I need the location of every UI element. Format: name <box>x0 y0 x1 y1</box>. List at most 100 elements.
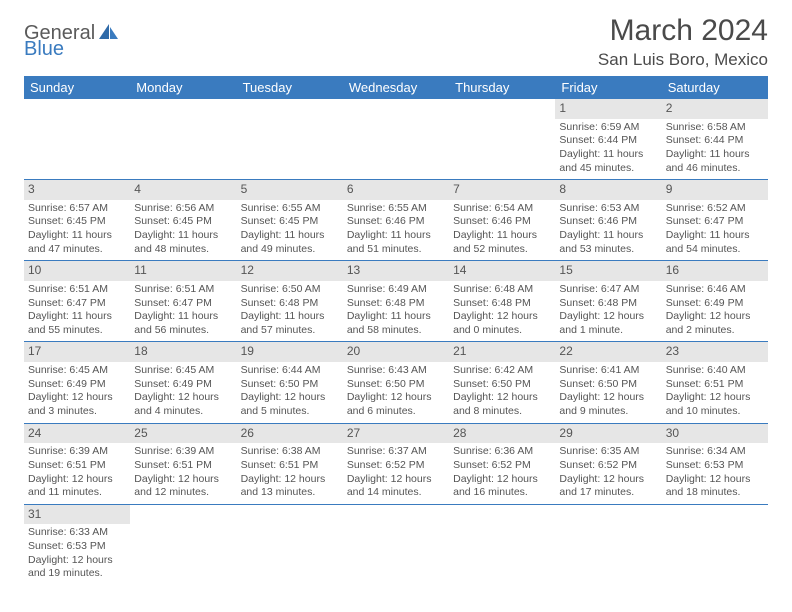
daylight-text: Daylight: 12 hours <box>453 473 551 487</box>
daylight-text: Daylight: 12 hours <box>241 391 339 405</box>
sunset-text: Sunset: 6:45 PM <box>134 215 232 229</box>
sunrise-text: Sunrise: 6:55 AM <box>347 202 445 216</box>
calendar-cell: 29Sunrise: 6:35 AMSunset: 6:52 PMDayligh… <box>555 423 661 504</box>
calendar-cell: 12Sunrise: 6:50 AMSunset: 6:48 PMDayligh… <box>237 261 343 342</box>
sunrise-text: Sunrise: 6:38 AM <box>241 445 339 459</box>
day-number: 23 <box>662 342 768 362</box>
daylight-text: and 19 minutes. <box>28 567 126 581</box>
sail-icon <box>98 23 120 41</box>
day-number: 20 <box>343 342 449 362</box>
calendar-cell <box>449 504 555 585</box>
daylight-text: and 49 minutes. <box>241 243 339 257</box>
month-title: March 2024 <box>598 14 768 48</box>
sunrise-text: Sunrise: 6:57 AM <box>28 202 126 216</box>
daylight-text: and 14 minutes. <box>347 486 445 500</box>
daylight-text: Daylight: 11 hours <box>28 310 126 324</box>
daylight-text: Daylight: 11 hours <box>347 310 445 324</box>
calendar-head: SundayMondayTuesdayWednesdayThursdayFrid… <box>24 76 768 99</box>
calendar-cell: 20Sunrise: 6:43 AMSunset: 6:50 PMDayligh… <box>343 342 449 423</box>
calendar-cell: 17Sunrise: 6:45 AMSunset: 6:49 PMDayligh… <box>24 342 130 423</box>
sunset-text: Sunset: 6:49 PM <box>666 297 764 311</box>
daylight-text: Daylight: 12 hours <box>666 310 764 324</box>
calendar-cell <box>237 504 343 585</box>
calendar-cell: 27Sunrise: 6:37 AMSunset: 6:52 PMDayligh… <box>343 423 449 504</box>
sunrise-text: Sunrise: 6:50 AM <box>241 283 339 297</box>
calendar-cell: 31Sunrise: 6:33 AMSunset: 6:53 PMDayligh… <box>24 504 130 585</box>
sunrise-text: Sunrise: 6:37 AM <box>347 445 445 459</box>
daylight-text: and 53 minutes. <box>559 243 657 257</box>
calendar-cell: 6Sunrise: 6:55 AMSunset: 6:46 PMDaylight… <box>343 180 449 261</box>
daylight-text: Daylight: 12 hours <box>453 391 551 405</box>
sunset-text: Sunset: 6:50 PM <box>241 378 339 392</box>
sunset-text: Sunset: 6:53 PM <box>28 540 126 554</box>
sunset-text: Sunset: 6:50 PM <box>347 378 445 392</box>
calendar-cell: 24Sunrise: 6:39 AMSunset: 6:51 PMDayligh… <box>24 423 130 504</box>
daylight-text: Daylight: 12 hours <box>241 473 339 487</box>
daylight-text: Daylight: 11 hours <box>347 229 445 243</box>
daylight-text: and 51 minutes. <box>347 243 445 257</box>
daylight-text: and 1 minute. <box>559 324 657 338</box>
daylight-text: and 45 minutes. <box>559 162 657 176</box>
daylight-text: Daylight: 11 hours <box>241 310 339 324</box>
sunrise-text: Sunrise: 6:46 AM <box>666 283 764 297</box>
day-number: 24 <box>24 424 130 444</box>
sunrise-text: Sunrise: 6:33 AM <box>28 526 126 540</box>
daylight-text: and 2 minutes. <box>666 324 764 338</box>
sunset-text: Sunset: 6:52 PM <box>347 459 445 473</box>
sunset-text: Sunset: 6:50 PM <box>453 378 551 392</box>
daylight-text: and 52 minutes. <box>453 243 551 257</box>
weekday-header: Thursday <box>449 76 555 99</box>
calendar-cell <box>130 99 236 180</box>
calendar-cell: 21Sunrise: 6:42 AMSunset: 6:50 PMDayligh… <box>449 342 555 423</box>
day-number: 31 <box>24 505 130 525</box>
weekday-header: Wednesday <box>343 76 449 99</box>
daylight-text: Daylight: 12 hours <box>559 473 657 487</box>
location: San Luis Boro, Mexico <box>598 50 768 70</box>
logo-text-blue: Blue <box>24 38 64 61</box>
sunset-text: Sunset: 6:45 PM <box>241 215 339 229</box>
sunrise-text: Sunrise: 6:51 AM <box>28 283 126 297</box>
daylight-text: and 5 minutes. <box>241 405 339 419</box>
calendar-cell: 7Sunrise: 6:54 AMSunset: 6:46 PMDaylight… <box>449 180 555 261</box>
calendar-cell <box>555 504 661 585</box>
sunrise-text: Sunrise: 6:48 AM <box>453 283 551 297</box>
sunrise-text: Sunrise: 6:41 AM <box>559 364 657 378</box>
calendar-cell: 8Sunrise: 6:53 AMSunset: 6:46 PMDaylight… <box>555 180 661 261</box>
daylight-text: and 10 minutes. <box>666 405 764 419</box>
daylight-text: Daylight: 11 hours <box>666 148 764 162</box>
sunrise-text: Sunrise: 6:49 AM <box>347 283 445 297</box>
sunrise-text: Sunrise: 6:36 AM <box>453 445 551 459</box>
daylight-text: and 47 minutes. <box>28 243 126 257</box>
daylight-text: Daylight: 11 hours <box>559 148 657 162</box>
calendar-table: SundayMondayTuesdayWednesdayThursdayFrid… <box>24 76 768 585</box>
calendar-cell: 5Sunrise: 6:55 AMSunset: 6:45 PMDaylight… <box>237 180 343 261</box>
calendar-row: 3Sunrise: 6:57 AMSunset: 6:45 PMDaylight… <box>24 180 768 261</box>
day-number: 15 <box>555 261 661 281</box>
calendar-cell: 23Sunrise: 6:40 AMSunset: 6:51 PMDayligh… <box>662 342 768 423</box>
day-number: 16 <box>662 261 768 281</box>
day-number: 2 <box>662 99 768 119</box>
sunset-text: Sunset: 6:51 PM <box>666 378 764 392</box>
calendar-row: 17Sunrise: 6:45 AMSunset: 6:49 PMDayligh… <box>24 342 768 423</box>
calendar-cell: 30Sunrise: 6:34 AMSunset: 6:53 PMDayligh… <box>662 423 768 504</box>
calendar-cell: 22Sunrise: 6:41 AMSunset: 6:50 PMDayligh… <box>555 342 661 423</box>
weekday-header: Sunday <box>24 76 130 99</box>
calendar-cell <box>343 99 449 180</box>
sunset-text: Sunset: 6:53 PM <box>666 459 764 473</box>
daylight-text: Daylight: 11 hours <box>453 229 551 243</box>
sunrise-text: Sunrise: 6:47 AM <box>559 283 657 297</box>
day-number: 10 <box>24 261 130 281</box>
calendar-cell <box>237 99 343 180</box>
calendar-cell: 15Sunrise: 6:47 AMSunset: 6:48 PMDayligh… <box>555 261 661 342</box>
sunset-text: Sunset: 6:44 PM <box>666 134 764 148</box>
daylight-text: and 9 minutes. <box>559 405 657 419</box>
daylight-text: and 17 minutes. <box>559 486 657 500</box>
sunset-text: Sunset: 6:52 PM <box>453 459 551 473</box>
day-number: 5 <box>237 180 343 200</box>
day-number: 8 <box>555 180 661 200</box>
sunset-text: Sunset: 6:49 PM <box>28 378 126 392</box>
day-number: 14 <box>449 261 555 281</box>
daylight-text: and 13 minutes. <box>241 486 339 500</box>
sunset-text: Sunset: 6:48 PM <box>241 297 339 311</box>
sunrise-text: Sunrise: 6:52 AM <box>666 202 764 216</box>
